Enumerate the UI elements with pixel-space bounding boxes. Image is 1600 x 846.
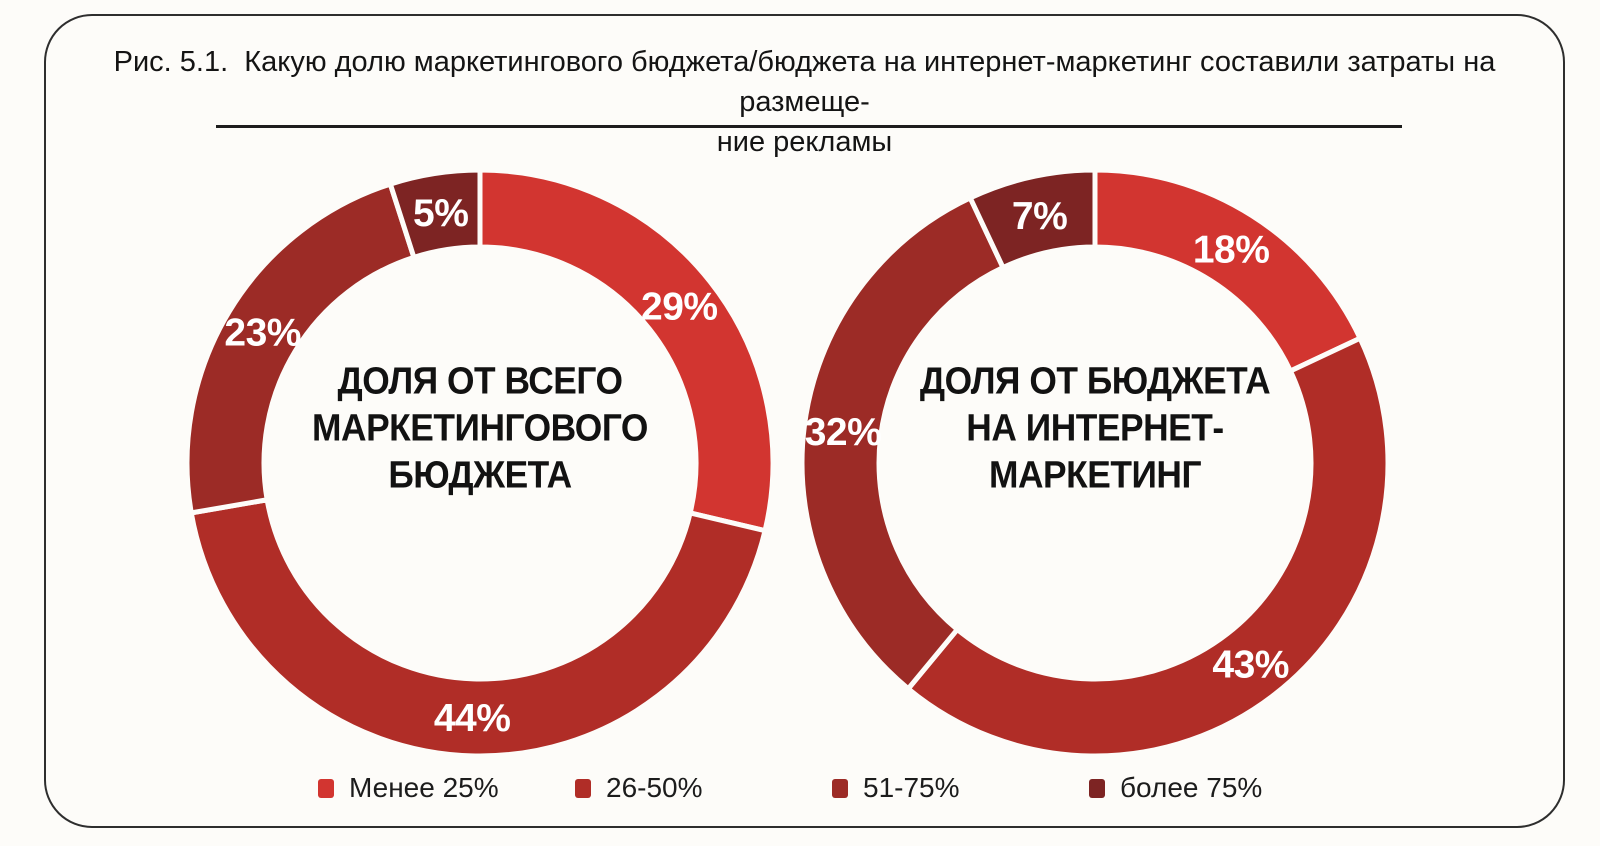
slice-value-label: 43% bbox=[1212, 644, 1289, 687]
slice-value-label: 5% bbox=[413, 192, 468, 235]
donut-svg-internet-marketing-budget: 18% 43% 32% 7% bbox=[799, 167, 1391, 759]
legend-swatch-icon bbox=[575, 778, 591, 798]
donut-segment-total-marketing-budget-0 bbox=[477, 167, 776, 534]
donut-center-title-line: МАРКЕТИНГОВОГО bbox=[312, 407, 648, 450]
legend-swatch-icon bbox=[318, 778, 334, 798]
donut-center-title-line: ДОЛЯ ОТ ВСЕГО bbox=[337, 360, 623, 403]
donut-segment-internet-marketing-budget-2 bbox=[799, 195, 1006, 692]
donut-chart-total-marketing-budget: 29% 44% 23% 5% ДОЛЯ ОТ ВСЕГО МАРКЕТИНГОВОГО БЮ… bbox=[180, 163, 780, 763]
slice-value-label: 32% bbox=[805, 411, 882, 454]
legend-item: 51-75% bbox=[832, 772, 1089, 804]
donut-center-title: ДОЛЯ ОТ БЮДЖЕТА НА ИНТЕРНЕТ- МАРКЕТИНГ bbox=[872, 359, 1318, 500]
slice-value-label: 18% bbox=[1193, 229, 1270, 272]
figure-caption-line: ние рекламы bbox=[716, 126, 893, 158]
slice-value-label: 44% bbox=[434, 697, 511, 740]
donut-center-title-line: МАРКЕТИНГ bbox=[988, 454, 1202, 497]
legend-item: более 75% bbox=[1089, 772, 1346, 804]
legend-label: Менее 25% bbox=[349, 772, 499, 803]
legend-label: 26-50% bbox=[606, 772, 703, 803]
donut-chart-internet-marketing-budget: 18% 43% 32% 7% ДОЛЯ ОТ БЮДЖЕТА НА ИНТЕРНЕТ- МА… bbox=[795, 163, 1395, 763]
legend-swatch-icon bbox=[1089, 778, 1105, 798]
slice-value-label: 7% bbox=[1012, 195, 1067, 238]
donut-segment-total-marketing-budget-3 bbox=[387, 167, 483, 260]
figure-caption: Рис. 5.1. Какую долю маркетингового бюдж… bbox=[76, 42, 1533, 162]
donut-segment-internet-marketing-budget-1 bbox=[905, 335, 1391, 759]
chart-legend: Менее 25% 26-50% 51-75% более 75% bbox=[318, 772, 1346, 804]
donut-segment-internet-marketing-budget-3 bbox=[967, 167, 1098, 271]
donut-center-title-line: БЮДЖЕТА bbox=[388, 454, 572, 497]
legend-label: 51-75% bbox=[863, 772, 960, 803]
donut-svg-total-marketing-budget: 29% 44% 23% 5% bbox=[184, 167, 776, 759]
donut-segment-total-marketing-budget-1 bbox=[188, 497, 768, 759]
legend-item: Менее 25% bbox=[318, 772, 575, 804]
legend-swatch-icon bbox=[832, 778, 848, 798]
slice-value-label: 29% bbox=[641, 286, 718, 329]
caption-underline bbox=[216, 125, 1402, 128]
legend-item: 26-50% bbox=[575, 772, 832, 804]
slice-value-label: 23% bbox=[224, 312, 301, 355]
legend-label: более 75% bbox=[1120, 772, 1263, 803]
figure-frame: Рис. 5.1. Какую долю маркетингового бюдж… bbox=[44, 14, 1565, 828]
donut-center-title-line: НА ИНТЕРНЕТ- bbox=[966, 407, 1224, 450]
donut-center-title: ДОЛЯ ОТ ВСЕГО МАРКЕТИНГОВОГО БЮДЖЕТА bbox=[257, 359, 703, 500]
donut-center-title-line: ДОЛЯ ОТ БЮДЖЕТА bbox=[919, 360, 1271, 403]
figure-caption-line: Рис. 5.1. Какую долю маркетингового бюдж… bbox=[113, 46, 1504, 118]
